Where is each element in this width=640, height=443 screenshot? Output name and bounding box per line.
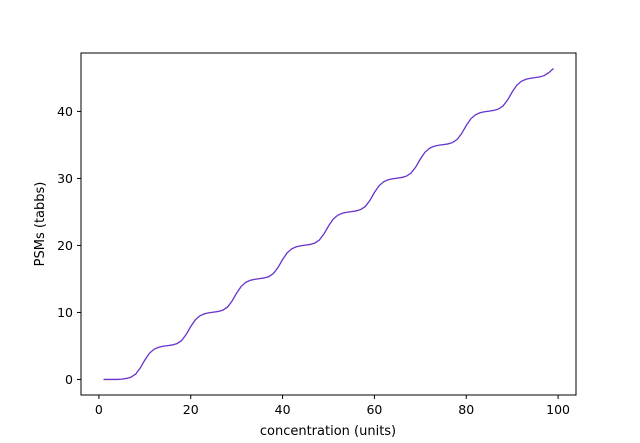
x-tick-label: 100 xyxy=(546,402,570,417)
series-line xyxy=(103,68,554,381)
y-tick-label: 10 xyxy=(57,305,73,320)
x-tick-label: 60 xyxy=(366,402,382,417)
x-axis-label: concentration (units) xyxy=(260,424,396,439)
x-tick-label: 0 xyxy=(95,402,103,417)
x-tick-label: 40 xyxy=(275,402,291,417)
y-tick-label: 0 xyxy=(65,372,73,387)
x-tick-label: 80 xyxy=(458,402,474,417)
x-axis: 0 20 40 60 80 100 xyxy=(95,395,570,417)
y-axis: 0 10 20 30 40 xyxy=(57,104,81,387)
y-tick-label: 30 xyxy=(57,171,73,186)
y-tick-label: 20 xyxy=(57,238,73,253)
y-tick-label: 40 xyxy=(57,104,73,119)
x-tick-label: 20 xyxy=(183,402,199,417)
axes-frame xyxy=(80,52,577,396)
y-axis-label: PSMs (tabbs) xyxy=(33,182,48,267)
